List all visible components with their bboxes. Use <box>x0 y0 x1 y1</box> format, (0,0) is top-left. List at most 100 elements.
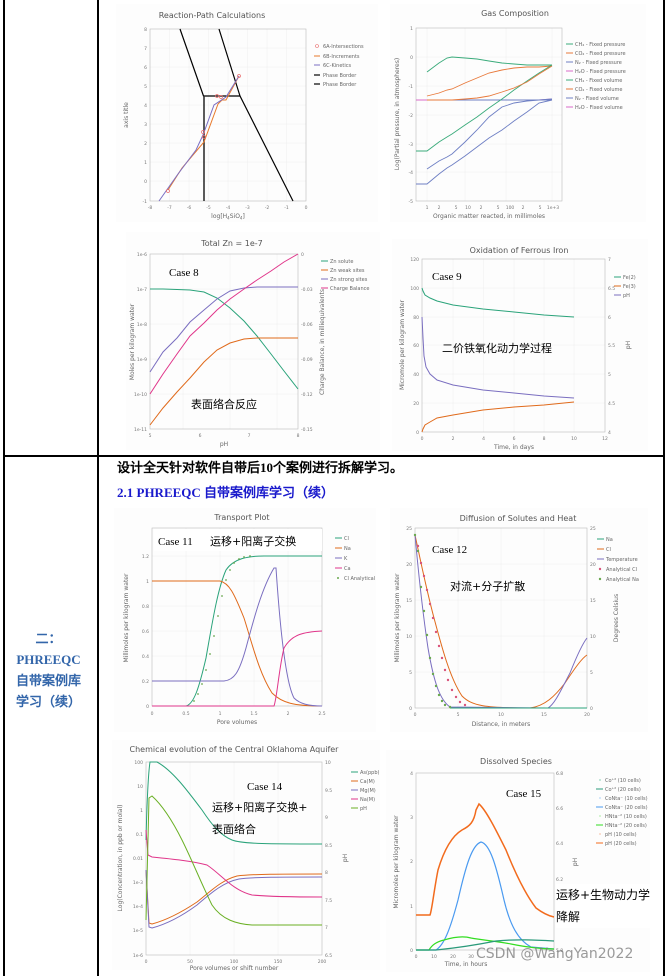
svg-text:120: 120 <box>410 257 419 263</box>
svg-text:1e-11: 1e-11 <box>134 427 147 433</box>
svg-text:1e-4: 1e-4 <box>133 904 143 910</box>
svg-text:-8: -8 <box>148 205 153 211</box>
svg-text:Transport Plot: Transport Plot <box>213 513 269 522</box>
chart-ferrous-iron: Oxidation of Ferrous Iron 120 100 80 60 40 20… <box>392 239 648 451</box>
svg-text:Co⁺² (10 cells): Co⁺² (10 cells) <box>605 778 641 784</box>
svg-text:15: 15 <box>541 712 547 718</box>
svg-text:1.2: 1.2 <box>142 554 149 560</box>
svg-text:1: 1 <box>219 711 222 717</box>
svg-text:10: 10 <box>325 760 331 766</box>
svg-text:1e-6: 1e-6 <box>133 953 143 959</box>
case-note-line1: 运移+阳离子交换+ <box>212 800 307 814</box>
svg-text:6.6: 6.6 <box>556 806 563 812</box>
svg-text:Na: Na <box>606 537 613 543</box>
svg-text:CoNta⁻ (20 cells): CoNta⁻ (20 cells) <box>605 805 648 811</box>
svg-text:-3: -3 <box>409 142 414 148</box>
svg-text:2: 2 <box>480 205 483 211</box>
svg-text:Zn weak sites: Zn weak sites <box>330 268 365 274</box>
case-note: 对流+分子扩散 <box>450 579 525 593</box>
svg-text:Phase Border: Phase Border <box>323 82 357 88</box>
svg-text:H₂O - Fixed pressure: H₂O - Fixed pressure <box>575 69 626 75</box>
chart-gas-composition: Gas Composition 1 0 -1 -2 -3 -4 -5 1 2 5 10 2 5 100 2… <box>390 4 646 222</box>
svg-text:CO₂ - Fixed pressure: CO₂ - Fixed pressure <box>575 51 626 57</box>
svg-text:10: 10 <box>571 436 577 442</box>
svg-text:15: 15 <box>590 598 596 604</box>
svg-text:Time, in days: Time, in days <box>493 444 534 451</box>
svg-text:Zn strong sites: Zn strong sites <box>330 277 368 283</box>
svg-text:-4: -4 <box>409 170 414 176</box>
chart-diffusion: Diffusion of Solutes and Heat 25 20 15 10 5 0… <box>390 508 648 732</box>
svg-text:Total Zn = 1e-7: Total Zn = 1e-7 <box>200 239 263 248</box>
svg-text:Log(Concentration, in ppb or m: Log(Concentration, in ppb or molal) <box>117 805 124 912</box>
svg-text:100: 100 <box>506 205 515 211</box>
section-heading: 2.1 PHREEQC 自带案例库学习（续） <box>117 485 335 500</box>
svg-text:pH (20 cells): pH (20 cells) <box>605 841 637 847</box>
svg-text:5: 5 <box>590 670 593 676</box>
svg-text:6.5: 6.5 <box>608 286 615 292</box>
chart-oklahoma-aquifer: Chemical evolution of the Central Oklaho… <box>112 740 380 970</box>
table-border-left <box>3 0 5 976</box>
svg-text:Log(Partial pressure, in atmos: Log(Partial pressure, in atmospheres) <box>394 58 401 170</box>
svg-text:Analytical Cl: Analytical Cl <box>606 567 637 573</box>
svg-text:1e-3: 1e-3 <box>133 880 143 886</box>
svg-text:1e-8: 1e-8 <box>137 322 147 328</box>
svg-text:Time, in hours: Time, in hours <box>444 961 488 968</box>
svg-text:5.8: 5.8 <box>556 948 563 954</box>
svg-text:6.8: 6.8 <box>556 771 563 777</box>
svg-text:12: 12 <box>602 436 608 442</box>
svg-text:Micromoles per kilogram water: Micromoles per kilogram water <box>393 815 400 909</box>
svg-text:8: 8 <box>144 27 147 33</box>
svg-text:Micromole per kilogram water: Micromole per kilogram water <box>399 299 406 390</box>
svg-text:Co⁺² (20 cells): Co⁺² (20 cells) <box>605 787 641 793</box>
svg-text:30: 30 <box>468 954 474 960</box>
section-sidebar-label: 二： PHREEQC 自带案例库 学习（续） <box>15 631 81 709</box>
svg-text:Millimoles per kilogram water: Millimoles per kilogram water <box>394 573 401 662</box>
svg-text:5: 5 <box>457 712 460 718</box>
table-border-right <box>663 0 665 976</box>
svg-text:10: 10 <box>498 712 504 718</box>
svg-text:1: 1 <box>144 160 147 166</box>
svg-text:2: 2 <box>144 141 147 147</box>
svg-text:8: 8 <box>297 433 300 439</box>
svg-text:CoNta⁻ (10 cells): CoNta⁻ (10 cells) <box>605 796 648 802</box>
svg-text:7.5: 7.5 <box>325 898 332 904</box>
svg-text:HNta⁻² (20 cells): HNta⁻² (20 cells) <box>605 823 647 829</box>
svg-text:0.2: 0.2 <box>142 679 149 685</box>
svg-text:1e+3: 1e+3 <box>547 205 559 211</box>
table-row-divider <box>3 455 665 457</box>
svg-text:6: 6 <box>144 65 147 71</box>
svg-text:6: 6 <box>608 315 611 321</box>
svg-text:Zn solute: Zn solute <box>330 259 353 265</box>
case-label: Case 11 <box>158 536 193 548</box>
svg-text:5: 5 <box>144 84 147 90</box>
svg-text:0: 0 <box>416 430 419 436</box>
svg-text:Distance, in meters: Distance, in meters <box>472 721 531 728</box>
svg-text:pH: pH <box>623 293 630 299</box>
svg-text:1e-5: 1e-5 <box>133 928 143 934</box>
case15-note: 运移+生物动力学 降解 <box>556 884 663 928</box>
case-label: Case 12 <box>432 544 467 556</box>
svg-text:pH (10 cells): pH (10 cells) <box>605 832 637 838</box>
svg-text:0: 0 <box>301 252 304 258</box>
svg-text:-7: -7 <box>167 205 172 211</box>
svg-text:-0.12: -0.12 <box>301 392 313 398</box>
case-note: 二价铁氧化动力学过程 <box>442 341 552 355</box>
svg-text:Na: Na <box>344 546 351 552</box>
svg-text:10: 10 <box>406 634 412 640</box>
svg-text:4: 4 <box>482 436 485 442</box>
svg-text:0: 0 <box>146 704 149 710</box>
svg-text:-6: -6 <box>187 205 192 211</box>
svg-text:HNta⁻² (10 cells): HNta⁻² (10 cells) <box>605 814 647 820</box>
svg-text:0: 0 <box>410 948 413 954</box>
svg-text:25: 25 <box>590 526 596 532</box>
svg-text:Cl: Cl <box>606 547 611 553</box>
svg-text:axis title: axis title <box>123 102 130 128</box>
svg-text:1: 1 <box>426 205 429 211</box>
svg-text:1: 1 <box>410 26 413 32</box>
svg-text:log[H4SiO4]: log[H4SiO4] <box>211 213 245 221</box>
svg-text:Cl: Cl <box>344 536 349 542</box>
svg-text:-1: -1 <box>284 205 289 211</box>
svg-text:5: 5 <box>149 433 152 439</box>
svg-text:2: 2 <box>410 859 413 865</box>
svg-text:Diffusion of Solutes and Heat: Diffusion of Solutes and Heat <box>460 514 577 523</box>
